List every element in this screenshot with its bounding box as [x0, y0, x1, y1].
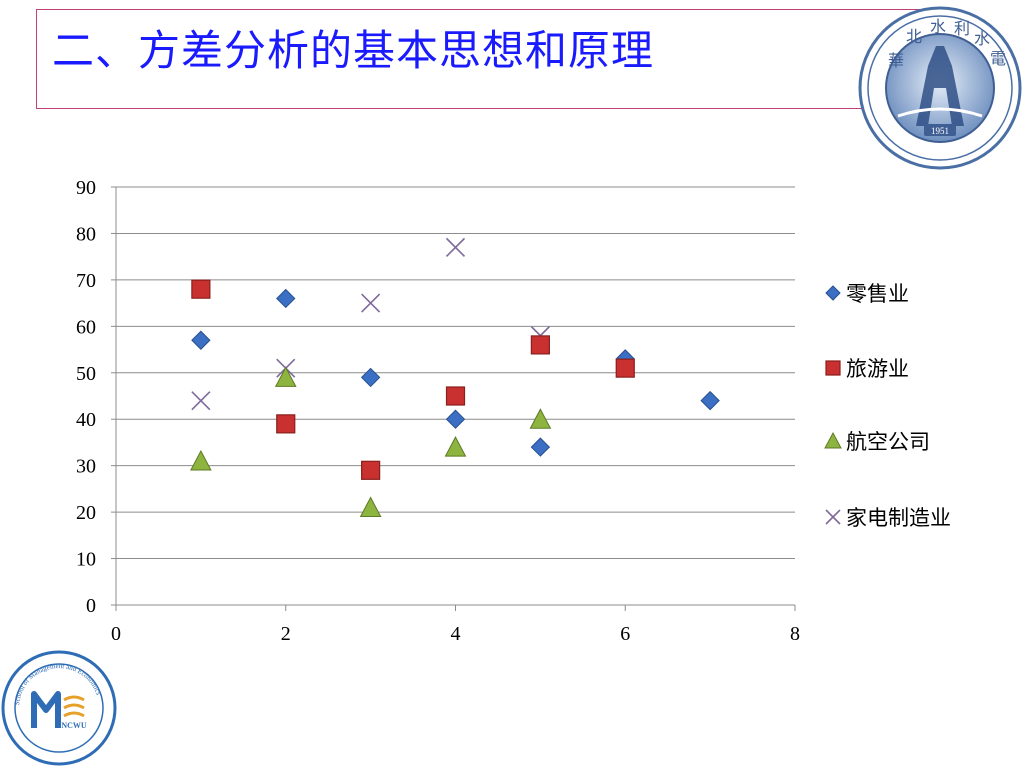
y-tick-label: 70: [76, 270, 96, 292]
data-point-square: [530, 335, 550, 355]
svg-text:水: 水: [930, 18, 946, 36]
legend-label: 家电制造业: [846, 506, 951, 530]
y-tick-label: 0: [86, 595, 96, 617]
x-tick-label: 6: [620, 623, 630, 645]
data-point-diamond: [360, 367, 381, 388]
legend-marker-diamond: [825, 285, 841, 301]
legend-label: 旅游业: [846, 357, 909, 381]
data-point-triangle: [359, 496, 382, 517]
legend-item: 航空公司: [824, 430, 930, 454]
data-point-diamond: [276, 288, 296, 309]
y-tick-label: 60: [76, 316, 96, 338]
svg-text:利: 利: [954, 20, 970, 38]
data-point-square: [276, 414, 296, 434]
x-tick-label: 8: [790, 623, 800, 645]
svg-text:北: 北: [906, 28, 922, 46]
data-point-cross: [361, 293, 381, 313]
data-point-square: [191, 279, 211, 299]
y-tick-label: 50: [76, 363, 96, 385]
legend-label: 零售业: [846, 282, 909, 306]
y-tick-label: 90: [76, 177, 96, 199]
svg-text:電: 電: [990, 51, 1006, 68]
cross-stroke: [445, 237, 466, 257]
data-point-triangle: [444, 436, 467, 457]
data-point-diamond: [700, 390, 720, 411]
y-tick-label: 20: [76, 502, 96, 524]
data-point-triangle: [190, 449, 212, 471]
school-logo: School of Management and Economics NCWU: [1, 650, 117, 766]
data-point-triangle: [274, 366, 297, 387]
y-tick-label: 10: [76, 549, 96, 571]
legend-marker-square: [825, 360, 841, 376]
slide-title: 二、方差分析的基本思想和原理: [52, 26, 655, 75]
cross-stroke: [825, 509, 841, 525]
data-point-cross: [191, 391, 211, 411]
university-emblem-logo: 1951 華 北 水 利 水 電: [858, 6, 1022, 170]
data-point-square: [615, 358, 635, 378]
school-monogram: NCWU: [61, 721, 87, 730]
data-point-cross: [445, 237, 466, 257]
y-tick-label: 80: [76, 223, 96, 245]
data-point-diamond: [445, 409, 466, 429]
legend-label: 航空公司: [846, 430, 930, 454]
svg-text:華: 華: [888, 52, 904, 70]
series-square: [191, 279, 635, 480]
legend-item: 家电制造业: [825, 506, 951, 530]
cross-stroke: [191, 391, 211, 411]
cross-stroke: [361, 293, 381, 313]
data-point-square: [445, 386, 466, 406]
svg-text:水: 水: [974, 30, 990, 48]
data-point-square: [361, 460, 381, 480]
legend-item: 旅游业: [825, 357, 909, 381]
emblem-year: 1951: [931, 126, 949, 136]
y-tick-label: 40: [76, 409, 96, 431]
legend-marker-cross: [825, 509, 841, 525]
data-point-diamond: [530, 437, 551, 457]
data-point-triangle: [529, 408, 552, 429]
x-tick-label: 2: [281, 623, 291, 645]
series-triangle: [190, 366, 552, 517]
data-point-diamond: [191, 330, 211, 350]
y-tick-label: 30: [76, 456, 96, 478]
x-tick-label: 0: [111, 623, 121, 645]
x-tick-label: 4: [451, 623, 461, 645]
legend-marker-triangle: [824, 431, 842, 449]
legend-item: 零售业: [825, 282, 909, 306]
